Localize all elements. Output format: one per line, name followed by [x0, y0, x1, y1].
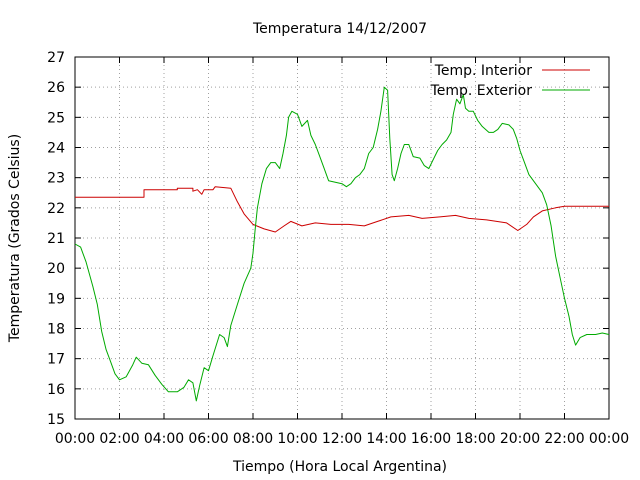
x-tick-label: 06:00	[188, 431, 228, 447]
x-tick-label: 04:00	[144, 431, 184, 447]
x-axis-title: Tiempo (Hora Local Argentina)	[232, 459, 447, 475]
x-tick-label: 22:00	[544, 431, 584, 447]
series-line-temp-exterior	[74, 86, 610, 402]
x-tick-label: 10:00	[277, 431, 317, 447]
y-tick-label: 26	[47, 80, 65, 96]
y-tick-label: 18	[47, 322, 65, 338]
tick-labels: 00:00 02:00 04:00 06:00 08:00 10:00 12:00 14:00…	[47, 50, 629, 447]
x-tick-label: 12:00	[322, 431, 362, 447]
x-tick-label: 14:00	[366, 431, 406, 447]
y-tick-label: 16	[47, 382, 65, 398]
y-axis-title: Temperatura (Grados Celsius)	[7, 134, 23, 343]
y-tick-label: 15	[47, 412, 65, 428]
x-tick-label: 16:00	[411, 431, 451, 447]
x-tick-label: 02:00	[99, 431, 139, 447]
y-tick-label: 20	[47, 261, 65, 277]
y-tick-label: 27	[47, 50, 65, 66]
chart-title: Temperatura 14/12/2007	[252, 21, 427, 37]
x-tick-label: 20:00	[500, 431, 540, 447]
y-tick-label: 17	[47, 352, 65, 368]
x-tick-label: 00:00	[589, 431, 629, 447]
legend-label-interior: Temp. Interior	[434, 63, 533, 79]
axis-ticks	[74, 56, 610, 420]
y-tick-label: 22	[47, 201, 65, 217]
series-lines	[74, 86, 610, 402]
x-tick-label: 00:00	[55, 431, 95, 447]
grid-lines	[75, 57, 609, 419]
legend-label-exterior: Temp. Exterior	[430, 83, 533, 99]
x-tick-label: 18:00	[455, 431, 495, 447]
y-tick-label: 24	[47, 141, 65, 157]
legend: Temp. Interior Temp. Exterior	[430, 63, 590, 99]
y-tick-label: 21	[47, 231, 65, 247]
y-tick-label: 19	[47, 291, 65, 307]
series-line-temp-interior	[75, 186, 609, 233]
y-tick-label: 25	[47, 110, 65, 126]
y-tick-label: 23	[47, 171, 65, 187]
x-tick-label: 08:00	[233, 431, 273, 447]
